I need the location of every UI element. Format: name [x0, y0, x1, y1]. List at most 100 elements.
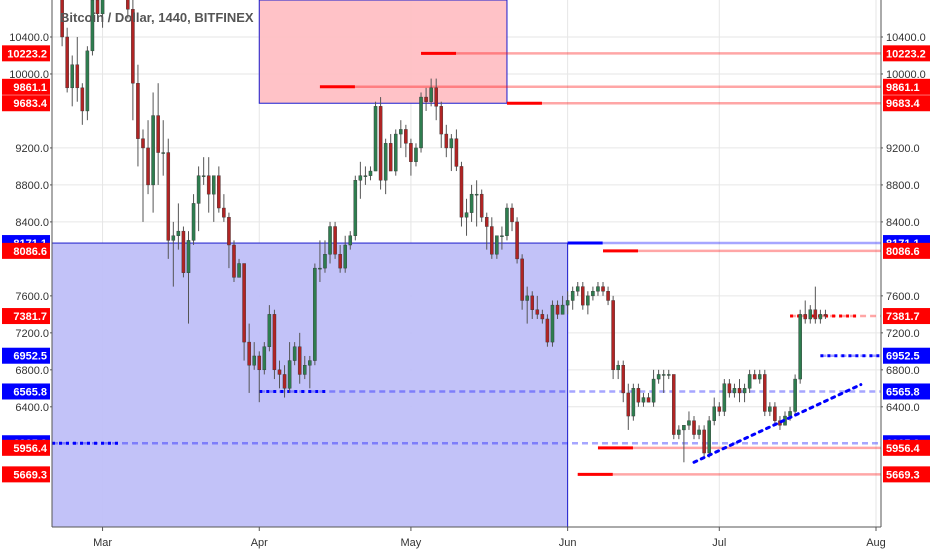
candle-body: [788, 411, 792, 417]
candle-body: [211, 175, 216, 195]
candle: [80, 83, 85, 125]
candle-body: [560, 304, 565, 315]
candle-body: [672, 374, 676, 435]
candle-body: [262, 346, 267, 371]
candle-body: [388, 143, 393, 172]
candle: [237, 258, 241, 278]
candle-body: [368, 170, 373, 176]
candle-body: [464, 212, 469, 218]
candle-body: [570, 291, 575, 301]
candle: [611, 295, 615, 380]
price-tag-bg: [2, 347, 50, 364]
candle: [656, 369, 661, 384]
candle: [75, 36, 80, 102]
candle: [687, 411, 691, 430]
candle-body: [191, 203, 196, 241]
candle-body: [747, 374, 752, 389]
x-tick-label: Apr: [251, 537, 268, 549]
candle-body: [146, 147, 150, 186]
candle-body: [656, 374, 661, 380]
candle: [813, 286, 818, 324]
candle: [697, 425, 701, 440]
candle: [257, 351, 262, 403]
y-tick-label-right: 9200.0: [886, 143, 920, 155]
candle: [343, 235, 347, 273]
price-tag-label: 10223.2: [7, 48, 47, 60]
candle: [727, 379, 732, 398]
candle: [404, 124, 408, 158]
candle-body: [530, 295, 535, 310]
candle-body: [181, 230, 186, 273]
candle: [272, 309, 277, 380]
price-tag-label: 6952.5: [13, 351, 47, 363]
candle-body: [808, 309, 813, 320]
candle-body: [90, 0, 95, 52]
candle-body: [616, 365, 620, 371]
candle-body: [85, 50, 90, 112]
x-tick-label: Jun: [559, 537, 577, 549]
price-tag-right: 6952.5: [883, 347, 930, 364]
candle: [616, 360, 620, 380]
candle: [252, 342, 256, 370]
candle: [338, 245, 342, 273]
price-tag-label: 9861.1: [13, 82, 47, 94]
candle: [515, 217, 519, 264]
candle-body: [586, 295, 590, 306]
candle-body: [131, 9, 135, 84]
candle: [500, 226, 504, 250]
candle: [161, 120, 165, 176]
candle-body: [555, 304, 560, 315]
candle-body: [308, 360, 312, 366]
price-tag-label: 7381.7: [886, 311, 920, 323]
price-tag-label: 8086.6: [886, 246, 920, 258]
candle: [176, 203, 181, 250]
candle-body: [287, 360, 292, 389]
x-tick-label: Mar: [93, 537, 112, 549]
candle: [136, 64, 140, 167]
candle: [672, 374, 676, 440]
candle: [798, 309, 802, 384]
price-tag-bg: [2, 78, 50, 95]
price-tag-bg: [2, 383, 50, 400]
candle: [606, 286, 610, 306]
candle-body: [75, 64, 80, 89]
price-tag-bg: [883, 95, 930, 112]
supply-zone: [258, 0, 508, 104]
y-tick-label-left: 10000.0: [9, 69, 49, 81]
candle: [550, 300, 555, 347]
x-tick-label: May: [401, 537, 422, 549]
candle: [353, 175, 358, 241]
candle: [141, 129, 145, 222]
candle-body: [302, 365, 307, 375]
candle-body: [227, 217, 231, 246]
price-tag-bg: [883, 78, 930, 95]
candle-body: [636, 388, 641, 403]
candle: [768, 402, 772, 417]
candle: [682, 425, 686, 463]
candle-body: [692, 420, 696, 435]
price-tag-left: 9861.1: [2, 78, 50, 95]
candle: [267, 305, 272, 352]
y-tick-label-left: 9200.0: [15, 143, 49, 155]
candle: [399, 120, 403, 148]
price-tag-label: 5956.4: [13, 443, 48, 455]
trendline: [692, 383, 863, 464]
candle: [100, 0, 105, 28]
candle: [459, 161, 464, 227]
candle: [560, 295, 565, 315]
y-tick-label-right: 7200.0: [886, 328, 920, 340]
candle: [424, 87, 428, 111]
candle-body: [292, 346, 297, 361]
candle-body: [666, 374, 671, 376]
candle-body: [393, 133, 398, 172]
candle-body: [65, 36, 69, 89]
price-tag-bg: [2, 308, 50, 325]
candle: [232, 240, 236, 282]
candle: [773, 402, 777, 426]
candle: [752, 369, 757, 380]
candle: [818, 309, 823, 324]
levels-layer: [52, 51, 881, 476]
candle-body: [95, 0, 100, 15]
